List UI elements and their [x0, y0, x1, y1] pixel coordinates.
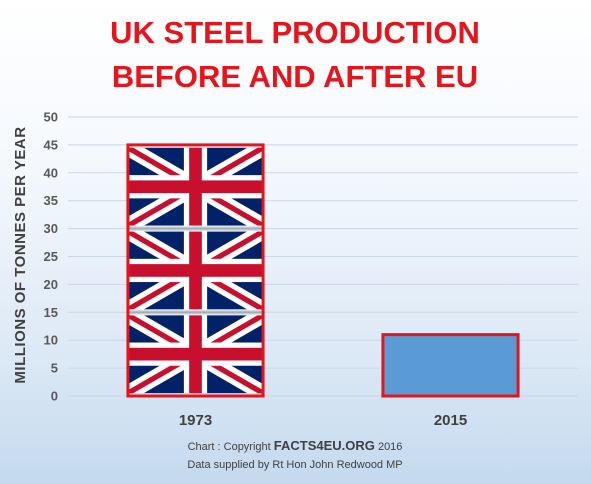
credit-prefix: Chart : Copyright — [188, 441, 274, 453]
bar-2015 — [381, 333, 520, 398]
credit-line-2: Data supplied by Rt Hon John Redwood MP — [187, 459, 402, 471]
credit-site: FACTS4EU.ORG — [274, 438, 375, 453]
chart-title-line-1: UK STEEL PRODUCTION — [110, 15, 480, 50]
bar-fill — [381, 333, 520, 398]
y-tick-label: 35 — [44, 193, 58, 208]
bars — [126, 143, 520, 398]
y-tick-label: 0 — [51, 389, 58, 404]
y-tick-label: 20 — [44, 277, 58, 292]
flag-seam — [127, 225, 264, 232]
chart-title-line-2: BEFORE AND AFTER EU — [112, 59, 478, 94]
y-axis-label: MILLIONS OF TONNES PER YEAR — [12, 126, 29, 383]
y-tick-label: 5 — [51, 361, 58, 376]
union-jack-flag-icon — [128, 231, 263, 309]
flag-seam — [127, 309, 264, 316]
bar-outline — [126, 143, 265, 398]
y-tick-label: 45 — [44, 137, 58, 152]
x-category-label: 2015 — [434, 412, 467, 429]
credit-suffix: 2016 — [375, 441, 403, 453]
union-jack-flag-icon — [128, 148, 263, 226]
bar-1973 — [126, 143, 265, 398]
union-jack-flag-icon — [128, 315, 263, 393]
y-tick-label: 40 — [44, 165, 58, 180]
y-axis-ticks: 0 5 10 15 20 25 30 35 40 45 50 — [44, 110, 58, 404]
x-axis-categories: 1973 2015 — [179, 412, 467, 429]
credit-line-1: Chart : Copyright FACTS4EU.ORG 2016 — [188, 438, 403, 453]
y-tick-label: 30 — [44, 221, 58, 236]
x-category-label: 1973 — [179, 412, 212, 429]
y-tick-label: 10 — [44, 333, 58, 348]
y-tick-label: 50 — [44, 110, 58, 125]
y-tick-label: 15 — [44, 305, 58, 320]
y-tick-label: 25 — [44, 249, 58, 264]
